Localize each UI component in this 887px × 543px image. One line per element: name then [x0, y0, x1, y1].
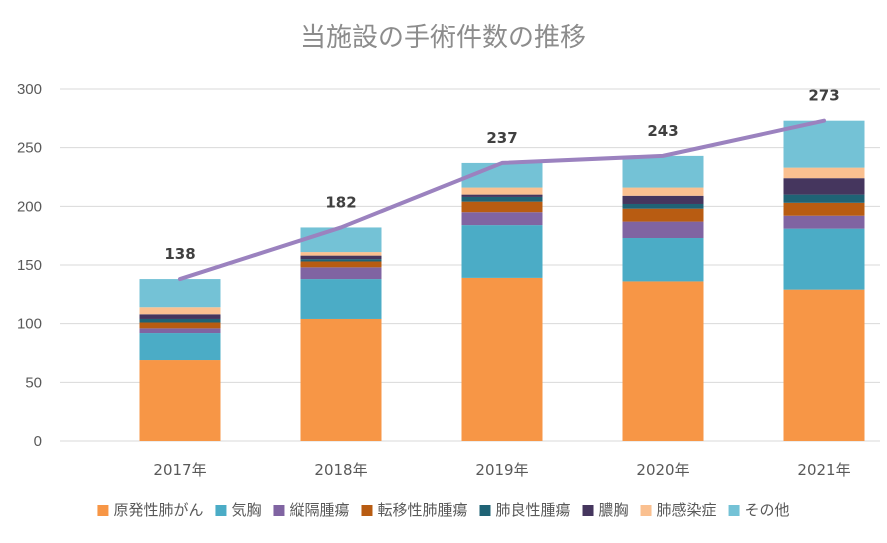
legend-label: 肺良性腫瘍 — [496, 501, 571, 519]
legend-label: 縦隔腫瘍 — [289, 501, 349, 519]
legend-swatch — [582, 505, 594, 516]
legend-label: 原発性肺がん — [113, 501, 203, 519]
y-tick-label: 250 — [17, 140, 42, 157]
legend: 原発性肺がん 気胸 縦隔腫瘍 転移性肺腫瘍 肺良性腫瘍 膿胸 肺感染症 その他 — [97, 501, 790, 519]
total-data-label: 237 — [486, 129, 517, 147]
chart-title: 当施設の手術件数の推移 — [300, 23, 586, 53]
bar-segment: 縦隔腫瘍 2017年: 4 — [139, 328, 221, 334]
legend-item: 肺感染症 — [640, 501, 717, 519]
legend-swatch — [728, 505, 740, 516]
bar-segment: 転移性肺腫瘍 2021年: 11 — [783, 202, 865, 216]
legend-label: 膿胸 — [599, 501, 629, 519]
x-axis-categories: 2017年 2018年 2019年 2020年 2021年 — [153, 461, 850, 479]
y-tick-label: 300 — [17, 81, 42, 98]
bar-segment: 気胸 2018年: 34 — [300, 279, 382, 319]
total-line: 138 182 237 243 273 — [164, 87, 840, 282]
bar-segment: 気胸 2020年: 37 — [622, 238, 704, 282]
bar-segment: 肺感染症 2019年: 6 — [461, 187, 543, 195]
bar-segment: 転移性肺腫瘍 2020年: 11 — [622, 208, 704, 222]
bar-segment: 膿胸 2018年: 3 — [300, 255, 382, 260]
legend-item: 膿胸 — [582, 501, 629, 519]
bar-segment: その他 2017年: 24 — [139, 279, 221, 308]
legend-swatch — [361, 505, 373, 516]
bar-segment: 転移性肺腫瘍 2019年: 9 — [461, 201, 543, 213]
legend-item: その他 — [728, 501, 790, 519]
x-category-label: 2021年 — [797, 461, 850, 479]
legend-swatch — [215, 505, 227, 516]
bar-segment: 縦隔腫瘍 2021年: 11 — [783, 215, 865, 229]
x-category-label: 2017年 — [153, 461, 206, 479]
x-category-label: 2018年 — [314, 461, 367, 479]
legend-item: 原発性肺がん — [97, 501, 203, 519]
y-tick-label: 200 — [17, 198, 42, 215]
bar-segment: 肺良性腫瘍 2017年: 3 — [139, 318, 221, 323]
total-data-label: 273 — [808, 87, 839, 105]
bar-segment: 縦隔腫瘍 2020年: 14 — [622, 221, 704, 239]
bars: 原発性肺がん 2017年: 69気胸 2017年: 23縦隔腫瘍 2017年: … — [139, 120, 865, 441]
total-data-label: 182 — [325, 193, 356, 211]
bar-segment: 縦隔腫瘍 2018年: 10 — [300, 267, 382, 280]
bar-segment: 肺良性腫瘍 2021年: 7 — [783, 194, 865, 203]
y-tick-label: 150 — [17, 257, 42, 274]
bar-segment: 原発性肺がん 2020年: 136 — [622, 281, 704, 441]
bar-segment: 肺感染症 2018年: 3 — [300, 252, 382, 256]
total-series-line — [178, 118, 826, 282]
bar-segment: 転移性肺腫瘍 2018年: 5 — [300, 261, 382, 268]
bar-segment: 肺良性腫瘍 2018年: 2 — [300, 259, 382, 262]
bar-segment: 肺感染症 2020年: 7 — [622, 187, 704, 196]
total-data-label: 138 — [164, 245, 195, 263]
bar-segment: 縦隔腫瘍 2019年: 11 — [461, 212, 543, 226]
bar-segment: 肺感染症 2021年: 9 — [783, 167, 865, 179]
bar-segment: 膿胸 2020年: 7 — [622, 195, 704, 204]
bar-segment: 肺感染症 2017年: 6 — [139, 307, 221, 315]
bar-segment: 原発性肺がん 2018年: 104 — [300, 318, 382, 441]
legend-item: 転移性肺腫瘍 — [361, 501, 468, 519]
total-data-label: 243 — [647, 122, 678, 140]
bar-segment: その他 2020年: 27 — [622, 155, 704, 188]
x-category-label: 2020年 — [636, 461, 689, 479]
legend-label: 肺感染症 — [657, 501, 717, 519]
bar-segment: 膿胸 2017年: 4 — [139, 314, 221, 319]
bar-segment: 膿胸 2019年: 2 — [461, 194, 543, 197]
legend-swatch — [640, 505, 652, 516]
legend-swatch — [97, 505, 109, 516]
bar-segment: その他 2018年: 21 — [300, 227, 382, 253]
x-category-label: 2019年 — [475, 461, 528, 479]
legend-label: 転移性肺腫瘍 — [377, 501, 467, 519]
legend-item: 気胸 — [215, 501, 261, 519]
bar-segment: 原発性肺がん 2017年: 69 — [139, 360, 221, 441]
bar-segment: 原発性肺がん 2021年: 129 — [783, 289, 865, 441]
y-axis-ticks: 0 50 100 150 200 250 300 — [17, 81, 42, 450]
legend-label: 気胸 — [231, 501, 261, 519]
bar-segment: 肺良性腫瘍 2020年: 4 — [622, 203, 704, 209]
legend-item: 肺良性腫瘍 — [479, 501, 571, 519]
bar-segment: 気胸 2017年: 23 — [139, 333, 221, 361]
bar-segment: 気胸 2021年: 52 — [783, 228, 865, 290]
bar-segment: 膿胸 2021年: 14 — [783, 178, 865, 195]
legend-item: 縦隔腫瘍 — [273, 501, 349, 519]
bar-segment: 転移性肺腫瘍 2017年: 5 — [139, 322, 221, 329]
legend-swatch — [273, 505, 285, 516]
legend-label: その他 — [745, 501, 790, 519]
legend-swatch — [479, 505, 491, 516]
y-tick-label: 100 — [17, 316, 42, 333]
y-tick-label: 50 — [25, 374, 42, 391]
y-tick-label: 0 — [34, 433, 42, 450]
bar-segment: 原発性肺がん 2019年: 139 — [461, 277, 543, 441]
bar-segment: 気胸 2019年: 45 — [461, 225, 543, 278]
bar-segment: 肺良性腫瘍 2019年: 4 — [461, 196, 543, 202]
